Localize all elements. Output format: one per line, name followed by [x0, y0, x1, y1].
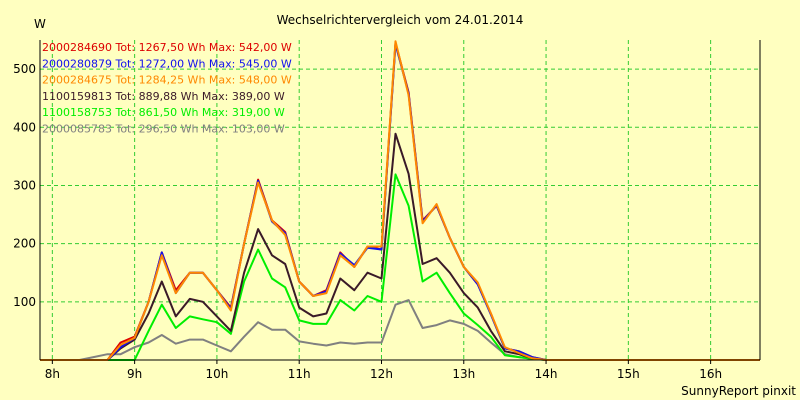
x-tick-label: 16h: [699, 367, 722, 381]
grid: [40, 40, 760, 360]
x-tick-label: 15h: [617, 367, 640, 381]
x-tick-label: 14h: [535, 367, 558, 381]
footer-credit: SunnyReport pinxit: [681, 384, 796, 398]
legend-entry-4: 1100159813 Tot: 889,88 Wh Max: 389,00 W: [42, 90, 285, 103]
x-tick-label: 10h: [205, 367, 228, 381]
legend-entry-1: 2000284690 Tot: 1267,50 Wh Max: 542,00 W: [42, 41, 292, 54]
x-tick-label: 11h: [288, 367, 311, 381]
x-tick-label: 8h: [45, 367, 60, 381]
y-tick-label: 100: [13, 295, 36, 309]
x-tick-label: 9h: [127, 367, 142, 381]
y-tick-label: 300: [13, 178, 36, 192]
axes: [39, 40, 761, 364]
y-tick-label: 200: [13, 237, 36, 251]
legend-entry-2: 2000280879 Tot: 1272,00 Wh Max: 545,00 W: [42, 57, 292, 70]
legend-entry-6: 2000085783 Tot: 296,50 Wh Max: 103,00 W: [42, 123, 285, 136]
legend-entry-3: 2000284675 Tot: 1284,25 Wh Max: 548,00 W: [42, 74, 292, 87]
legend: 2000284690 Tot: 1267,50 Wh Max: 542,00 W…: [42, 41, 292, 136]
chart-title: Wechselrichtervergleich vom 24.01.2014: [277, 13, 524, 27]
x-tick-label: 12h: [370, 367, 393, 381]
y-tick-label: 400: [13, 120, 36, 134]
legend-entry-5: 1100158753 Tot: 861,50 Wh Max: 319,00 W: [42, 106, 285, 119]
x-tick-label: 13h: [452, 367, 475, 381]
y-axis-label: W: [34, 17, 46, 31]
tick-labels: 100 200 300 400 500 8h 9h 10h 11h 12h 13h 14h 15h 16h: [13, 62, 722, 381]
y-tick-label: 500: [13, 62, 36, 76]
